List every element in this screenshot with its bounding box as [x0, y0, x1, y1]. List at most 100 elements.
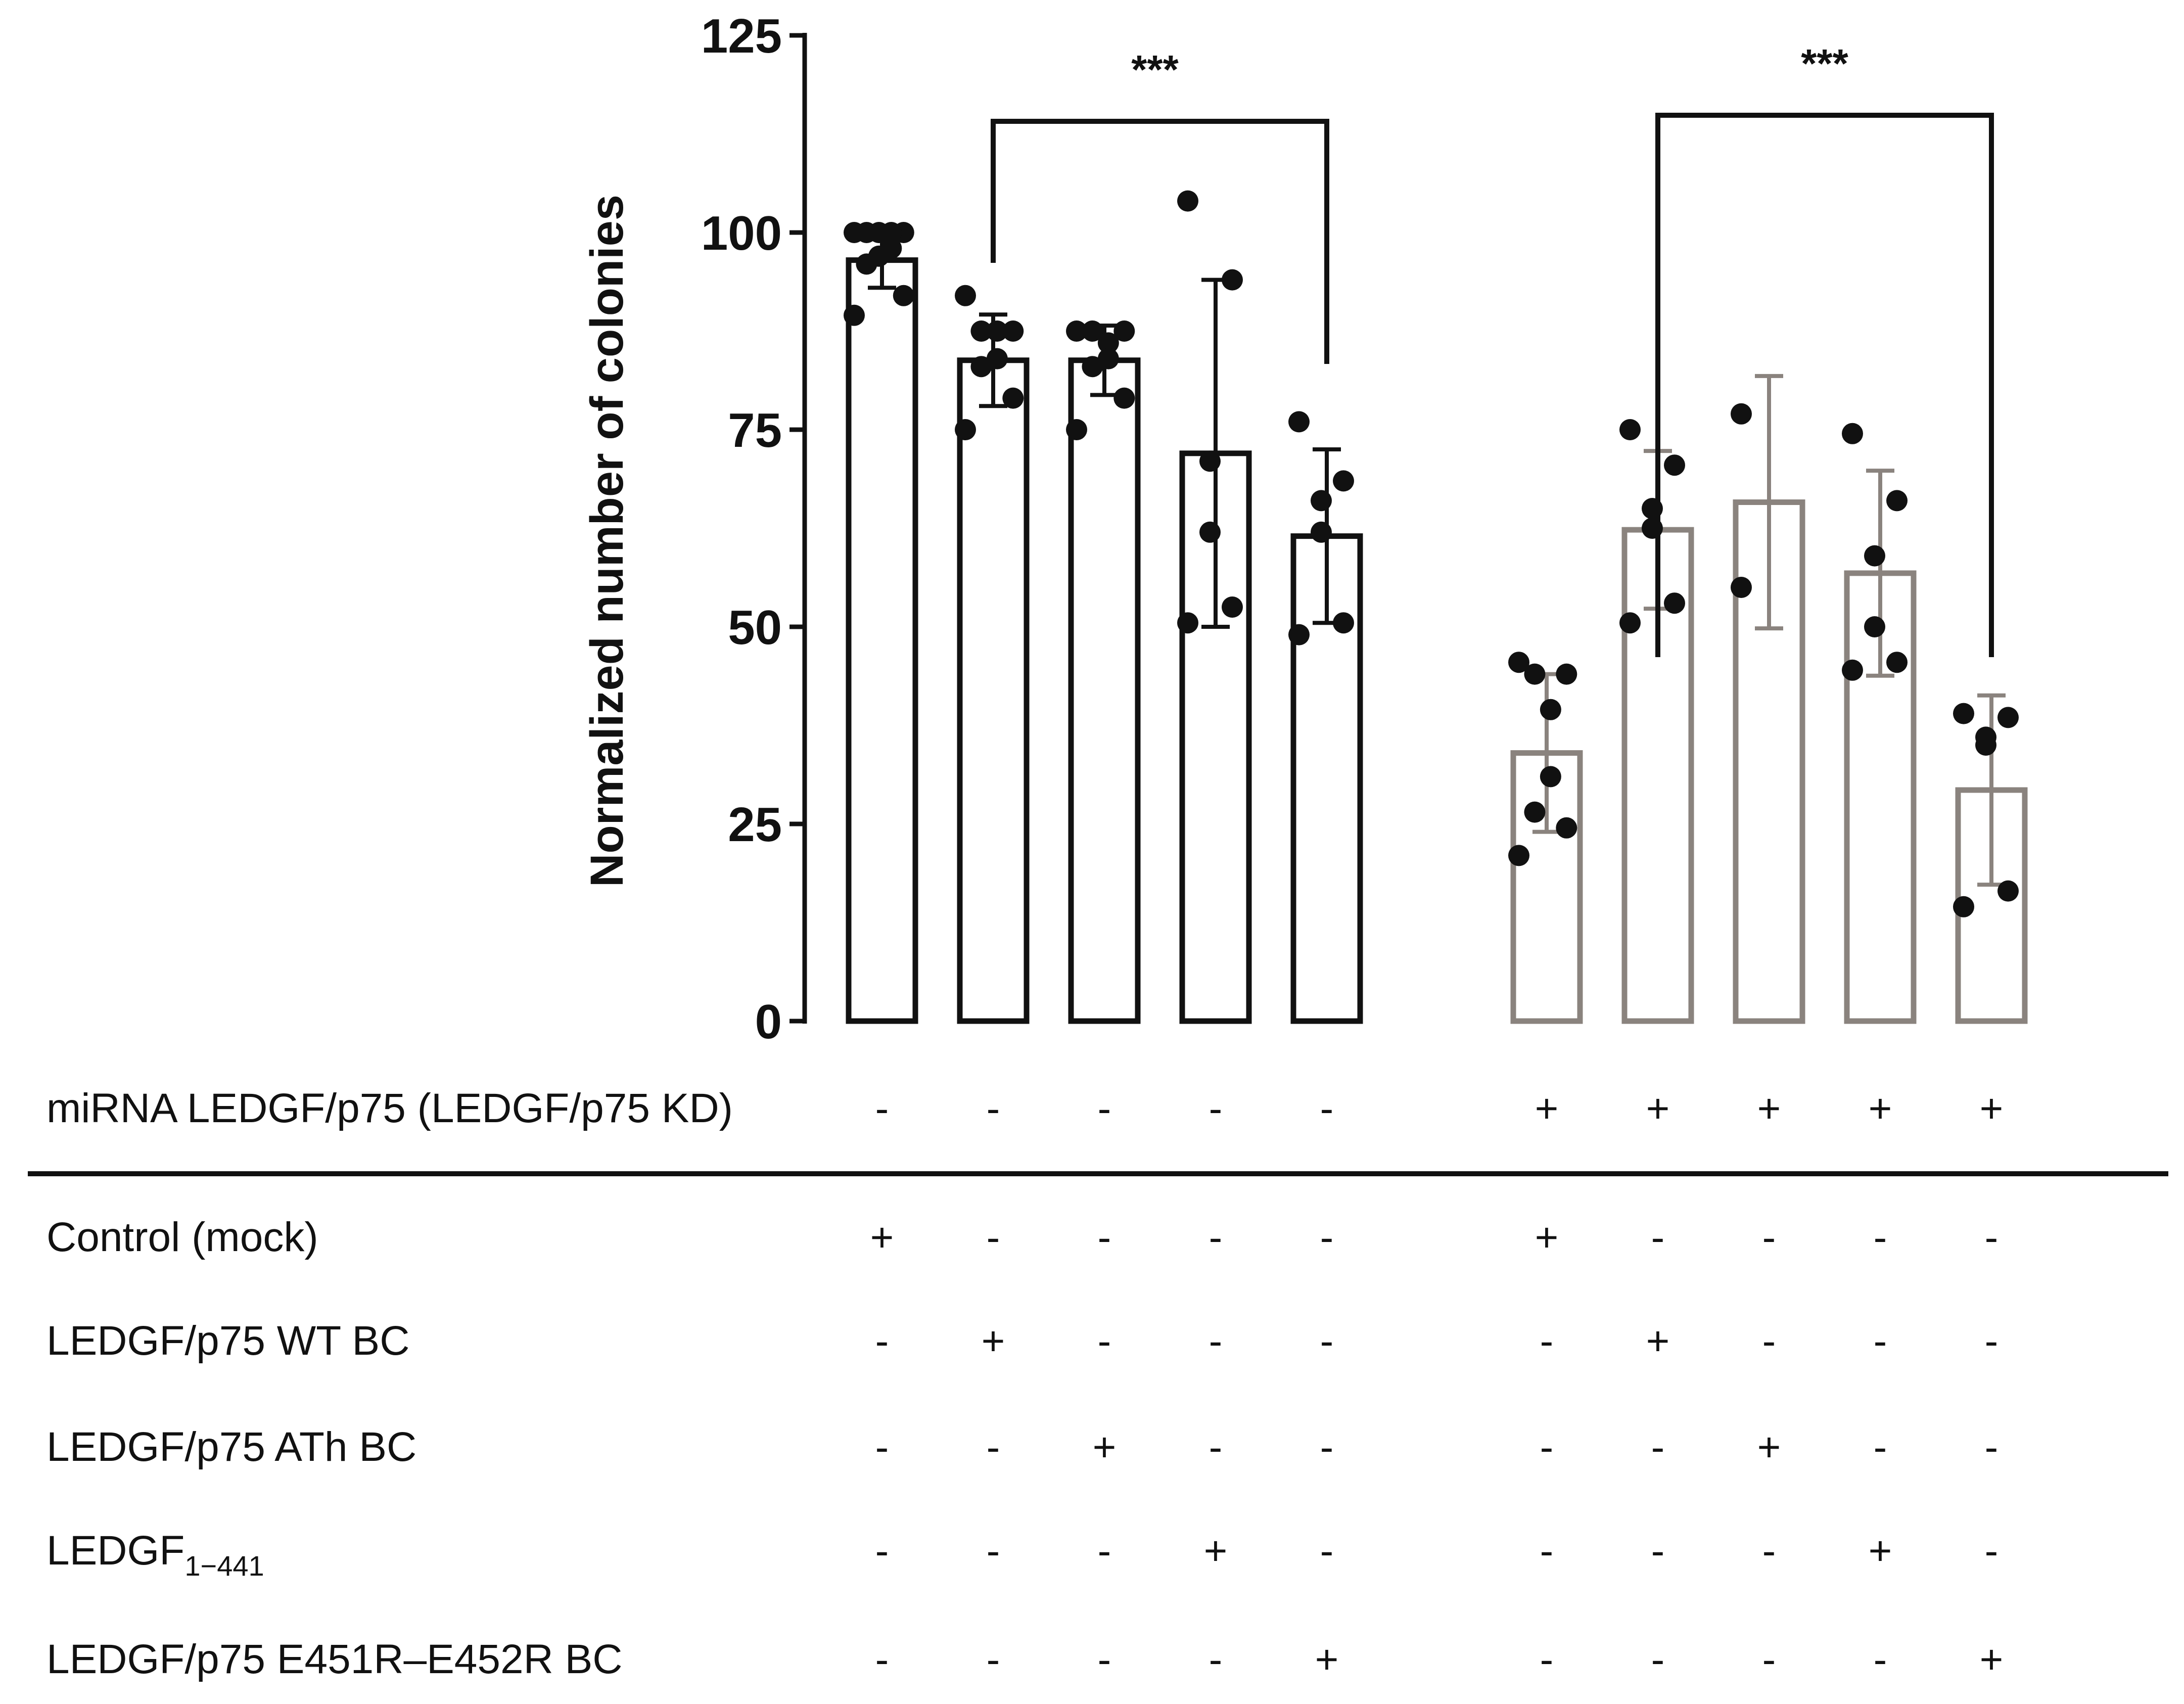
condition-label-main: LEDGF	[47, 1528, 184, 1574]
data-point	[844, 304, 865, 326]
data-point	[1097, 332, 1119, 354]
y-axis-label: Normalized number of colonies	[581, 195, 633, 887]
condition-label: LEDGF/p75 E451R–E452R BC	[47, 1636, 623, 1682]
data-point	[1097, 348, 1119, 370]
condition-sign: -	[987, 1528, 1000, 1573]
condition-sign: -	[875, 1528, 889, 1573]
condition-sign: -	[1320, 1318, 1334, 1363]
y-tick-label: 125	[701, 9, 782, 63]
condition-sign: -	[1985, 1424, 1999, 1469]
condition-sign: -	[1209, 1637, 1223, 1682]
data-point	[1886, 652, 1908, 673]
data-point	[1288, 411, 1310, 433]
data-point	[1886, 490, 1908, 512]
condition-sign: -	[1209, 1086, 1223, 1131]
data-point	[1731, 577, 1752, 598]
condition-sign: -	[1098, 1637, 1111, 1682]
condition-sign: -	[987, 1424, 1000, 1469]
condition-sign: -	[1874, 1215, 1887, 1260]
data-point	[1508, 845, 1529, 866]
condition-sign: -	[1209, 1424, 1223, 1469]
data-point	[1311, 490, 1332, 512]
data-point	[1540, 766, 1561, 788]
data-point	[1975, 734, 1996, 756]
data-point	[1082, 356, 1103, 378]
condition-sign: -	[1651, 1528, 1665, 1573]
significance-label: ***	[1131, 47, 1179, 92]
condition-sign: +	[1204, 1528, 1228, 1573]
y-tick-label: 75	[728, 403, 782, 457]
data-point	[1664, 592, 1685, 614]
data-point	[1997, 880, 2019, 902]
data-point	[1997, 707, 2019, 728]
data-point	[1311, 521, 1332, 543]
condition-table: miRNA LEDGF/p75 (LEDGF/p75 KD) Control (…	[47, 1085, 2003, 1682]
data-point	[893, 285, 914, 306]
data-point	[1199, 521, 1221, 543]
data-point	[1333, 470, 1354, 492]
condition-sign: +	[1869, 1528, 1892, 1573]
bar	[1068, 357, 1141, 1024]
condition-sign: +	[1980, 1086, 2004, 1131]
data-point	[1082, 320, 1103, 342]
condition-label: Control (mock)	[47, 1214, 318, 1260]
data-point	[1556, 817, 1577, 839]
condition-sign: -	[1651, 1215, 1665, 1260]
y-axis: 0 25 50 75 100 125	[701, 9, 807, 1049]
condition-sign: -	[1209, 1215, 1223, 1260]
condition-sign: -	[1985, 1318, 1999, 1363]
data-point	[1199, 450, 1221, 472]
condition-sign: -	[1985, 1528, 1999, 1573]
condition-sign: +	[1646, 1086, 1670, 1131]
condition-sign: -	[875, 1318, 889, 1363]
data-point	[1953, 703, 1974, 724]
condition-label: LEDGF1−441	[47, 1528, 264, 1582]
y-tick-label: 25	[728, 798, 782, 852]
data-point	[880, 238, 902, 259]
data-point	[1508, 652, 1529, 673]
data-point	[1113, 320, 1135, 342]
condition-sign: +	[982, 1318, 1005, 1363]
data-point	[1664, 454, 1685, 476]
condition-sign: -	[1540, 1637, 1554, 1682]
data-point	[986, 320, 1008, 342]
data-point	[1066, 419, 1087, 440]
condition-sign: +	[1093, 1424, 1117, 1469]
condition-sign: -	[1762, 1215, 1776, 1260]
data-point	[1333, 612, 1354, 634]
condition-sign: +	[1535, 1215, 1559, 1260]
significance-brackets: *** ***	[991, 41, 1994, 657]
y-tick-label: 0	[755, 995, 782, 1049]
condition-sign: -	[1874, 1637, 1887, 1682]
condition-sign: +	[1535, 1086, 1559, 1131]
condition-sign: +	[870, 1215, 894, 1260]
data-point	[1556, 663, 1577, 685]
condition-sign: -	[1651, 1424, 1665, 1469]
condition-sign: -	[1985, 1215, 1999, 1260]
data-point	[1842, 659, 1863, 681]
data-point	[1222, 596, 1243, 618]
data-point	[1731, 403, 1752, 425]
data-point	[1177, 612, 1198, 634]
condition-sign: -	[875, 1424, 889, 1469]
condition-sign: -	[875, 1086, 889, 1131]
condition-label-subscript: 1−441	[184, 1550, 264, 1582]
data-point	[856, 253, 877, 275]
condition-sign: -	[1874, 1318, 1887, 1363]
condition-sign: -	[1540, 1424, 1554, 1469]
condition-sign: -	[987, 1086, 1000, 1131]
bar	[957, 357, 1030, 1024]
data-point	[1524, 663, 1546, 685]
condition-sign: -	[1762, 1318, 1776, 1363]
y-tick-label: 100	[701, 206, 782, 260]
data-point	[1619, 612, 1641, 634]
condition-sign: -	[1320, 1528, 1334, 1573]
data-point	[986, 348, 1008, 370]
condition-sign: +	[1869, 1086, 1892, 1131]
condition-sign: +	[1646, 1318, 1670, 1363]
data-point	[1222, 269, 1243, 291]
condition-sign: +	[1315, 1637, 1339, 1682]
condition-sign: -	[1540, 1318, 1554, 1363]
condition-sign: -	[1651, 1637, 1665, 1682]
data-point	[1524, 801, 1546, 823]
